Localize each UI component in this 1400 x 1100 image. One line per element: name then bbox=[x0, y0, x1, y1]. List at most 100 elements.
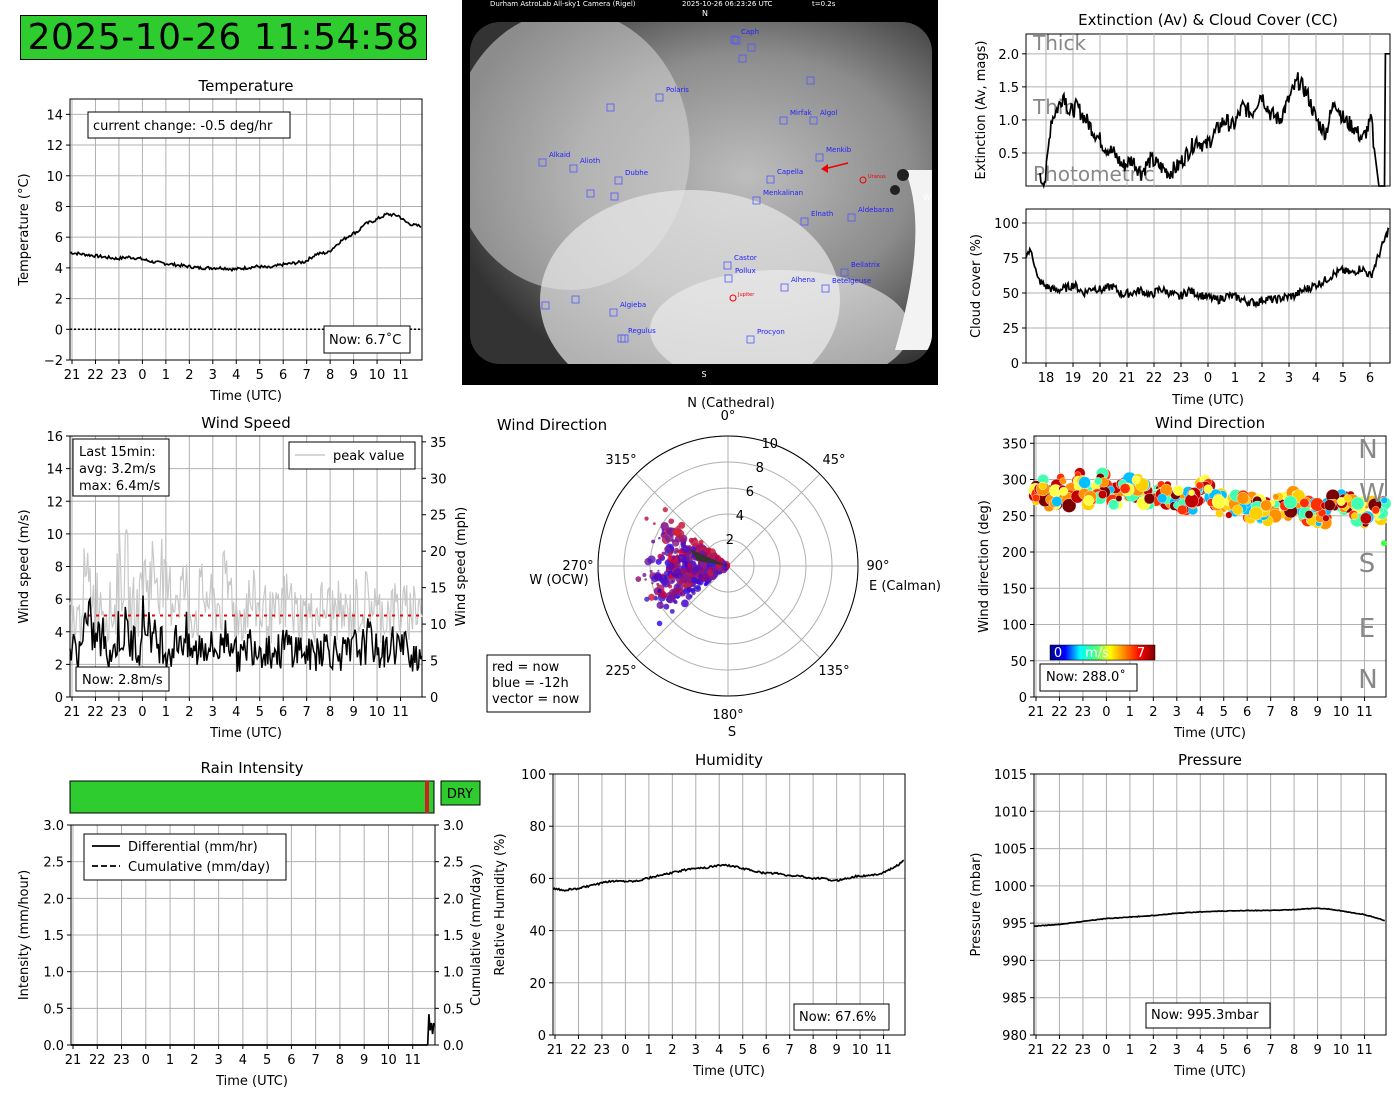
x-tick-label: 4 bbox=[715, 1043, 723, 1058]
x-tick-label: 3 bbox=[1285, 371, 1293, 386]
wind-sample-point bbox=[664, 533, 674, 542]
x-tick-label: 6 bbox=[279, 705, 287, 720]
y-axis-label: Cloud cover (%) bbox=[969, 234, 984, 338]
wind-sample-point bbox=[671, 539, 675, 543]
y2-tick-label: 5 bbox=[430, 655, 438, 670]
x-tick-label: 4 bbox=[232, 368, 240, 383]
y-tick-label: 20 bbox=[529, 977, 546, 992]
x-tick-label: 5 bbox=[256, 368, 264, 383]
compass-east-label: E (Calman) bbox=[869, 579, 941, 594]
x-tick-label: 6 bbox=[1243, 1043, 1251, 1058]
x-tick-label: 23 bbox=[594, 1043, 611, 1058]
star-marker bbox=[779, 116, 788, 125]
star-marker bbox=[809, 116, 818, 125]
x-tick-label: 7 bbox=[303, 705, 311, 720]
x-tick-label: 6 bbox=[287, 1053, 295, 1068]
wind-sample-point bbox=[649, 569, 653, 573]
wind-direction-point bbox=[1249, 506, 1264, 521]
x-tick-label: 3 bbox=[692, 1043, 700, 1058]
star-marker bbox=[730, 35, 739, 44]
star-marker bbox=[724, 274, 733, 283]
y-tick-label: 1.5 bbox=[998, 81, 1019, 96]
y2-tick-label: 1.5 bbox=[443, 929, 464, 944]
cloud-cover-line bbox=[1025, 227, 1390, 309]
y-tick-label: 1000 bbox=[994, 880, 1027, 895]
star-label: Aldebaran bbox=[858, 206, 894, 214]
x-tick-label: 9 bbox=[1313, 1043, 1321, 1058]
angular-gridline bbox=[727, 565, 821, 659]
x-tick-label: 10 bbox=[1333, 705, 1350, 720]
x-tick-label: 1 bbox=[645, 1043, 653, 1058]
x-tick-label: 18 bbox=[1038, 371, 1055, 386]
y-tick-label: 8 bbox=[55, 561, 63, 576]
wind-direction-point bbox=[1098, 490, 1107, 500]
y-tick-label: 60 bbox=[529, 872, 546, 887]
wind-direction-point bbox=[1211, 494, 1226, 509]
star-marker bbox=[747, 43, 756, 52]
y-tick-label: 0.5 bbox=[998, 147, 1019, 162]
y-tick-label: 1.5 bbox=[43, 929, 64, 944]
star-marker bbox=[586, 189, 595, 198]
wind-direction-point bbox=[1322, 514, 1330, 522]
x-tick-label: 6 bbox=[762, 1043, 770, 1058]
chart-title: Temperature bbox=[197, 77, 293, 95]
y2-tick-label: 2.0 bbox=[443, 892, 464, 907]
wind-sample-point bbox=[685, 565, 693, 573]
y2-tick-label: 25 bbox=[430, 509, 447, 524]
angular-gridline bbox=[727, 473, 821, 567]
y2-tick-label: 0.0 bbox=[443, 1039, 464, 1054]
x-tick-label: 22 bbox=[87, 368, 104, 383]
change-annotation-box bbox=[87, 111, 291, 139]
y-axis-label: Wind speed (m/s) bbox=[17, 509, 32, 623]
y2-tick-label: 0 bbox=[430, 691, 438, 706]
y-tick-label: 14 bbox=[46, 108, 63, 123]
y-tick-label: 6 bbox=[55, 593, 63, 608]
x-tick-label: 7 bbox=[303, 368, 311, 383]
x-axis-label: Time (UTC) bbox=[1173, 1064, 1246, 1079]
x-tick-label: 10 bbox=[369, 705, 386, 720]
x-tick-label: 7 bbox=[786, 1043, 794, 1058]
x-tick-label: 22 bbox=[1051, 1043, 1068, 1058]
star-marker bbox=[655, 93, 664, 102]
wind-direction-point bbox=[1115, 495, 1123, 502]
wind-sample-point bbox=[673, 598, 676, 602]
x-tick-label: 4 bbox=[239, 1053, 247, 1068]
x-tick-label: 11 bbox=[404, 1053, 421, 1068]
y-tick-label: 150 bbox=[1002, 582, 1027, 597]
wind-sample-point bbox=[663, 603, 670, 610]
wind-sample-point bbox=[657, 553, 663, 560]
star-marker bbox=[609, 308, 618, 317]
y-tick-label: 990 bbox=[1002, 954, 1027, 969]
wind-direction-point bbox=[1260, 499, 1272, 512]
wind-sample-point bbox=[668, 574, 673, 579]
wind-direction-point bbox=[1061, 498, 1077, 513]
y-tick-label: 2 bbox=[55, 293, 63, 308]
x-tick-label: 11 bbox=[392, 705, 409, 720]
wind-sample-point bbox=[699, 561, 705, 567]
wind-direction-point bbox=[1225, 511, 1233, 519]
y-tick-label: 4 bbox=[55, 262, 63, 277]
star-marker bbox=[620, 334, 629, 343]
wind-direction-point bbox=[1059, 486, 1069, 496]
x-tick-label: 10 bbox=[380, 1053, 397, 1068]
y-tick-label: 6 bbox=[55, 231, 63, 246]
y-tick-label: 250 bbox=[1002, 510, 1027, 525]
star-marker bbox=[569, 164, 578, 173]
wind-sample-point bbox=[690, 557, 694, 560]
x-tick-label: 9 bbox=[1313, 705, 1321, 720]
x-tick-label: 21 bbox=[65, 1053, 82, 1068]
y-tick-label: 0.0 bbox=[43, 1039, 64, 1054]
allsky-camera-image: Durham AstroLab All-sky1 Camera (Rigel) 2… bbox=[462, 0, 938, 385]
differential-line bbox=[426, 1014, 435, 1046]
wind-sample-point bbox=[718, 557, 724, 563]
star-marker bbox=[746, 335, 755, 344]
y-tick-label: 300 bbox=[1002, 474, 1027, 489]
polar-frame bbox=[597, 435, 859, 697]
wind-sample-point bbox=[673, 573, 679, 579]
x-tick-label: 8 bbox=[1290, 705, 1298, 720]
star-marker bbox=[840, 268, 849, 277]
plot-frame bbox=[552, 773, 906, 1036]
rain-status-badge bbox=[440, 780, 481, 806]
y-tick-label: 1015 bbox=[994, 768, 1027, 783]
